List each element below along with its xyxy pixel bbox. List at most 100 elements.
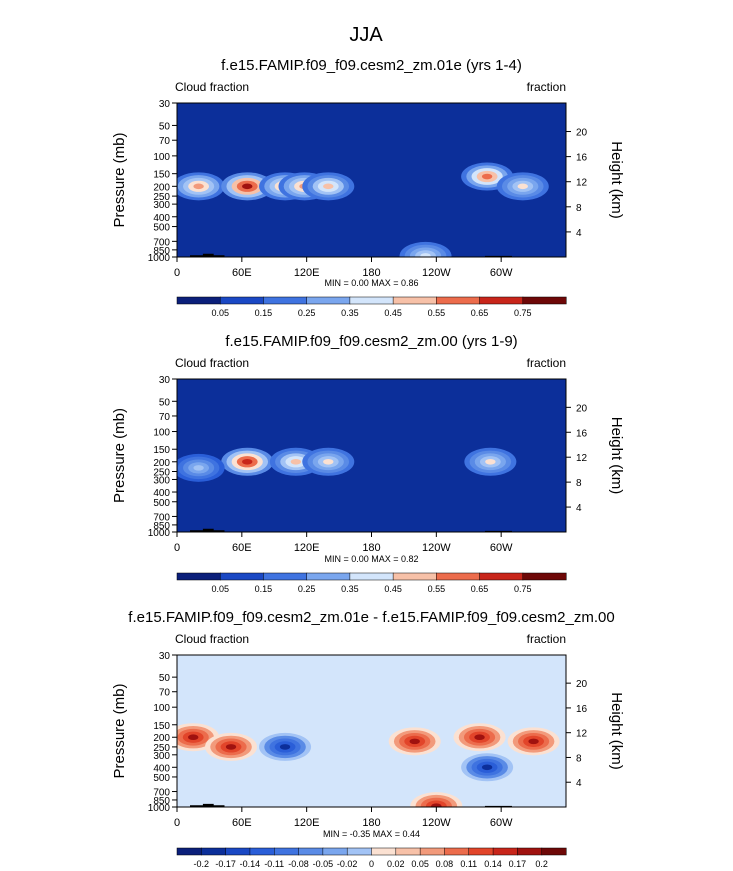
y-axis-title: Pressure (mb) xyxy=(111,408,128,503)
field-blob xyxy=(279,744,291,750)
field-blob xyxy=(323,458,334,465)
colorbar: 0.05 0.15 0.25 0.35 0.45 0.55 0.65 0.75 xyxy=(176,296,567,318)
colorbar-label: 0.25 xyxy=(298,308,316,318)
colorbar-label: 0.45 xyxy=(384,308,402,318)
panel-title: f.e15.FAMIP.f09_f09.cesm2_zm.00 (yrs 1-9… xyxy=(225,333,517,350)
colorbar-box xyxy=(249,847,275,856)
field-background xyxy=(177,655,566,807)
colorbar-label: -0.05 xyxy=(313,859,334,869)
colorbar-label: -0.08 xyxy=(288,859,309,869)
colorbar-label: -0.02 xyxy=(337,859,358,869)
y2-tick-label: 4 xyxy=(576,778,582,789)
y-axis-title: Pressure (mb) xyxy=(111,132,128,227)
y-tick-label: 50 xyxy=(159,397,171,408)
colorbar-box xyxy=(436,572,481,581)
y-tick-label: 200 xyxy=(153,458,170,469)
colorbar-box xyxy=(371,847,397,856)
colorbar-label: -0.11 xyxy=(264,859,284,869)
topography xyxy=(484,805,512,807)
y-tick-label: 300 xyxy=(153,200,170,211)
colorbar-label: 0.05 xyxy=(411,859,429,869)
x-tick-label: 0 xyxy=(174,267,180,279)
y-tick-label: 400 xyxy=(153,763,170,774)
colorbar-label: 0.25 xyxy=(298,584,316,594)
colorbar-label: -0.17 xyxy=(215,859,236,869)
colorbar-label: 0.17 xyxy=(509,859,527,869)
left-label: Cloud fraction xyxy=(175,356,249,370)
left-label: Cloud fraction xyxy=(175,632,249,646)
colorbar-box xyxy=(176,572,221,581)
colorbar-box xyxy=(201,847,227,856)
colorbar-box xyxy=(176,847,202,856)
main-title: JJA xyxy=(349,24,383,46)
contour-field xyxy=(177,655,566,807)
colorbar-box xyxy=(522,572,567,581)
y-tick-label: 150 xyxy=(153,445,170,456)
field-blob xyxy=(242,183,253,190)
colorbar-label: 0.11 xyxy=(460,859,477,869)
colorbar-label: 0.65 xyxy=(471,308,489,318)
y2-tick-label: 8 xyxy=(576,478,582,489)
colorbar-label: 0.35 xyxy=(341,308,359,318)
field-blob xyxy=(242,458,253,465)
y-tick-label: 100 xyxy=(153,703,170,714)
colorbar-box xyxy=(346,847,373,856)
colorbar-box xyxy=(298,847,324,856)
panel-2: f.e15.FAMIP.f09_f09.cesm2_zm.00 (yrs 1-9… xyxy=(111,333,625,594)
x-tick-label: 0 xyxy=(174,817,180,829)
right-label: fraction xyxy=(527,356,566,370)
left-label: Cloud fraction xyxy=(175,80,249,94)
y-tick-label: 300 xyxy=(153,751,170,762)
y-tick-label: 50 xyxy=(159,673,171,684)
colorbar-box xyxy=(541,847,567,856)
y-tick-label: 200 xyxy=(153,182,170,193)
field-blob xyxy=(323,183,334,190)
x-tick-label: 60E xyxy=(232,542,252,554)
y-axis-title: Pressure (mb) xyxy=(111,683,128,778)
x-tick-label: 60W xyxy=(490,817,513,829)
x-tick-label: 180 xyxy=(362,817,380,829)
colorbar-label: 0.05 xyxy=(211,584,229,594)
colorbar-label: 0.65 xyxy=(471,584,489,594)
y-tick-label: 400 xyxy=(153,488,170,499)
colorbar-label: 0.02 xyxy=(387,859,405,869)
y-tick-label: 30 xyxy=(159,651,171,662)
field-blob xyxy=(431,803,442,807)
y2-tick-label: 4 xyxy=(576,228,582,239)
colorbar-label: 0.05 xyxy=(211,308,229,318)
colorbar: -0.2 -0.17 -0.14 -0.11 -0.08 -0.05 -0.02 0 0.02 0… xyxy=(176,847,567,869)
field-blob xyxy=(290,458,302,465)
y-tick-label: 700 xyxy=(153,788,170,799)
panel-1: f.e15.FAMIP.f09_f09.cesm2_zm.01e (yrs 1-… xyxy=(111,57,625,318)
y-tick-label: 30 xyxy=(159,375,171,386)
x-tick-label: 120E xyxy=(294,267,320,279)
y2-tick-label: 16 xyxy=(576,153,588,164)
panel-title: f.e15.FAMIP.f09_f09.cesm2_zm.01e (yrs 1-… xyxy=(221,57,522,74)
colorbar-box xyxy=(517,847,543,856)
colorbar-label: 0.14 xyxy=(484,859,502,869)
colorbar-label: 0.15 xyxy=(255,584,273,594)
y2-tick-label: 20 xyxy=(576,128,588,139)
y2-axis-title: Height (km) xyxy=(608,141,625,219)
y2-axis-title: Height (km) xyxy=(608,692,625,770)
colorbar-box xyxy=(176,296,221,305)
x-tick-label: 120W xyxy=(422,817,451,829)
colorbar-box xyxy=(436,296,481,305)
right-label: fraction xyxy=(527,632,566,646)
colorbar-label: 0.55 xyxy=(428,584,446,594)
field-blob xyxy=(485,458,496,465)
y-tick-label: 850 xyxy=(153,521,170,532)
colorbar-box xyxy=(306,296,351,305)
colorbar-box xyxy=(219,572,264,581)
y-tick-label: 850 xyxy=(153,246,170,257)
colorbar-box xyxy=(392,572,437,581)
colorbar-box xyxy=(349,572,394,581)
topography xyxy=(484,530,512,532)
y-tick-label: 50 xyxy=(159,121,171,132)
colorbar-label: 0 xyxy=(369,859,374,869)
colorbar-box xyxy=(263,296,308,305)
field-blob xyxy=(193,183,204,190)
y-tick-label: 850 xyxy=(153,796,170,807)
x-tick-label: 180 xyxy=(362,267,380,279)
